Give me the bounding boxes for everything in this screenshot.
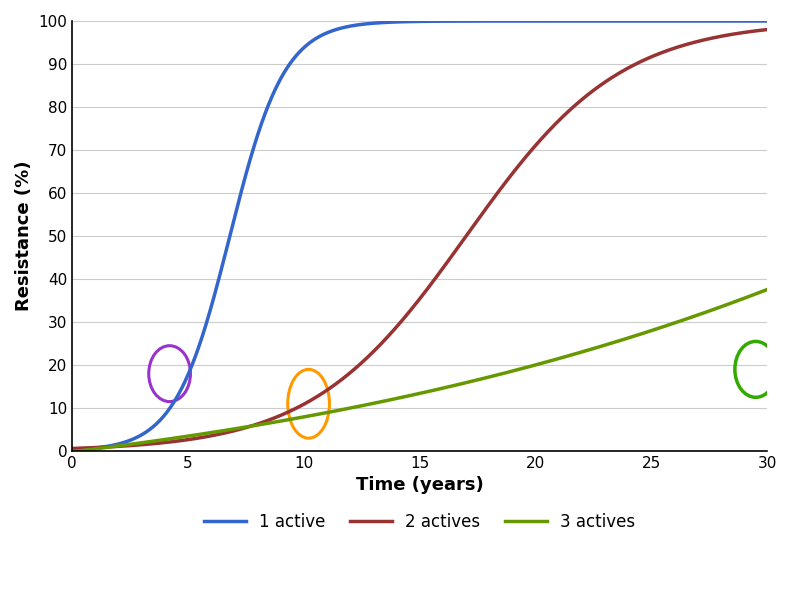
1 active (610, 17, 619, 24)
2 actives (67, 445, 77, 452)
Line: 1 active: 1 active (72, 21, 767, 450)
2 actives (622, 65, 631, 72)
2 actives (139, 441, 148, 448)
X-axis label: Time (years): Time (years) (356, 476, 484, 494)
1 active (545, 17, 554, 24)
1 active (348, 22, 358, 29)
1 active (374, 19, 383, 26)
3 actives (610, 339, 619, 346)
3 actives (763, 286, 772, 293)
Line: 2 actives: 2 actives (72, 30, 767, 448)
Y-axis label: Resistance (%): Resistance (%) (15, 161, 33, 311)
2 actives (348, 366, 358, 374)
3 actives (67, 447, 77, 454)
1 active (139, 430, 148, 437)
1 active (622, 17, 631, 24)
2 actives (763, 26, 772, 33)
1 active (763, 17, 772, 24)
Line: 3 actives: 3 actives (72, 289, 767, 451)
3 actives (545, 358, 554, 365)
3 actives (348, 404, 358, 411)
3 actives (622, 335, 631, 342)
2 actives (374, 343, 383, 350)
2 actives (610, 72, 619, 80)
3 actives (374, 399, 383, 406)
Legend: 1 active, 2 actives, 3 actives: 1 active, 2 actives, 3 actives (197, 506, 642, 538)
1 active (67, 446, 77, 453)
2 actives (545, 127, 554, 134)
3 actives (139, 439, 148, 446)
